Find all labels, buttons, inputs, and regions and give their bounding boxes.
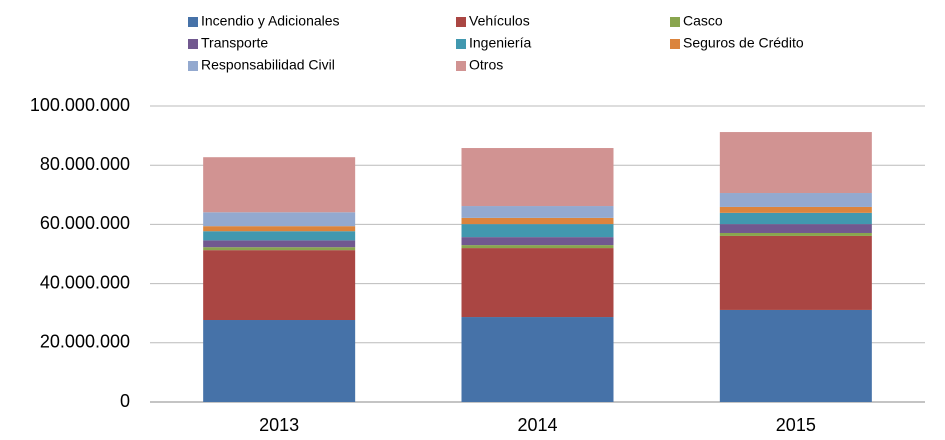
legend-label: Vehículos xyxy=(469,13,530,29)
y-tick-label: 60.000.000 xyxy=(40,213,130,233)
bar-segment xyxy=(719,235,872,310)
bar-segment xyxy=(203,250,356,321)
legend-swatch xyxy=(670,39,680,49)
bar-segment xyxy=(461,217,614,225)
bar-segment xyxy=(719,232,872,236)
x-tick-label: 2013 xyxy=(259,415,299,435)
legend-swatch xyxy=(188,61,198,71)
y-tick-label: 40.000.000 xyxy=(40,272,130,292)
bar-segment xyxy=(203,226,356,232)
bar-segment xyxy=(461,245,614,249)
bar-segment xyxy=(461,224,614,238)
x-tick-label: 2014 xyxy=(517,415,557,435)
bar-segment xyxy=(719,206,872,213)
legend-label: Responsabilidad Civil xyxy=(201,57,335,73)
bar-segment xyxy=(719,309,872,402)
legend-label: Ingeniería xyxy=(469,35,531,51)
legend-label: Incendio y Adicionales xyxy=(201,13,340,29)
bar-segment xyxy=(203,247,356,251)
legend-swatch xyxy=(456,17,466,27)
legend-label: Otros xyxy=(469,57,503,73)
legend-label: Seguros de Crédito xyxy=(683,35,804,51)
legend-swatch xyxy=(670,17,680,27)
bar-segment xyxy=(719,193,872,207)
legend-label: Transporte xyxy=(201,35,268,51)
bar-segment xyxy=(461,206,614,218)
legend-swatch xyxy=(456,61,466,71)
bar-segment xyxy=(461,248,614,318)
legend-swatch xyxy=(456,39,466,49)
bar-segment xyxy=(461,237,614,246)
y-tick-label: 80.000.000 xyxy=(40,154,130,174)
bar-segment xyxy=(203,320,356,402)
bar-segment xyxy=(461,148,614,207)
y-tick-label: 20.000.000 xyxy=(40,332,130,352)
bar-segment xyxy=(203,157,356,213)
x-tick-label: 2015 xyxy=(776,415,816,435)
bar-segment xyxy=(719,224,872,233)
bar-segment xyxy=(203,240,356,248)
y-tick-label: 0 xyxy=(120,391,130,411)
legend-swatch xyxy=(188,17,198,27)
bar-segment xyxy=(719,132,872,194)
legend-label: Casco xyxy=(683,13,723,29)
legend-swatch xyxy=(188,39,198,49)
bar-segment xyxy=(719,212,872,225)
bar-segment xyxy=(461,317,614,402)
y-tick-label: 100.000.000 xyxy=(30,95,130,115)
bar-segment xyxy=(203,212,356,227)
bar-segment xyxy=(203,231,356,241)
